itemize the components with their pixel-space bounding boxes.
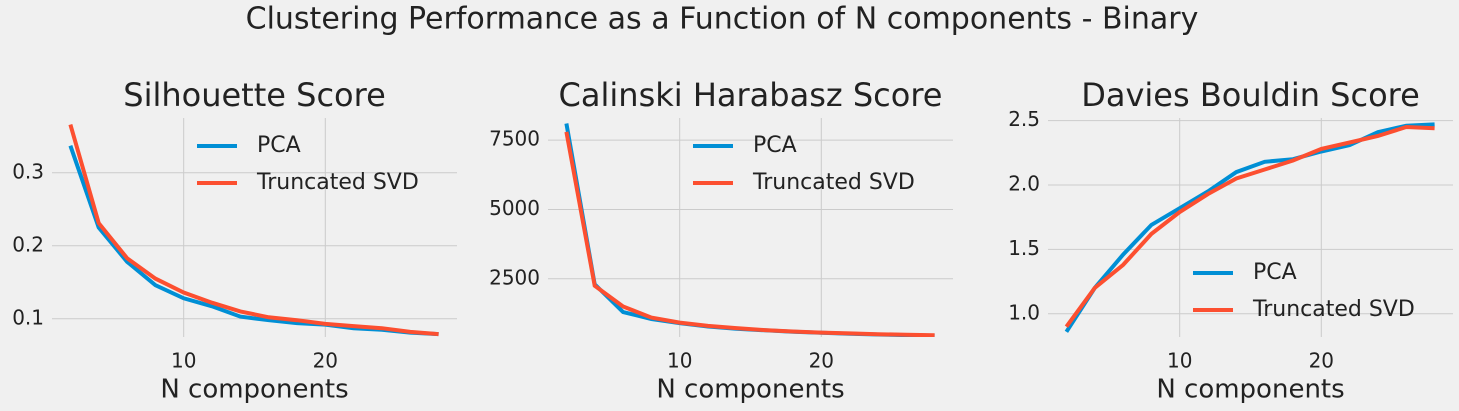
y-tick-label: 0.1 [12,305,44,329]
line-series [1064,124,1435,328]
line-series [1064,122,1435,333]
legend-label: PCA [257,133,301,158]
x-axis-label: N components [1156,375,1344,405]
subplot-title: Davies Bouldin Score [1081,76,1420,114]
y-tick-label: 2.0 [1008,171,1040,195]
y-tick-label: 0.3 [12,159,44,183]
y-tick-label: 2.5 [1008,107,1040,131]
legend-label: Truncated SVD [752,170,915,195]
figure-title: Clustering Performance as a Function of … [246,2,1199,37]
x-tick-label: 10 [667,349,692,373]
legend-label: PCA [1253,260,1297,285]
legend-label: Truncated SVD [1252,297,1415,322]
x-tick-label: 20 [313,349,338,373]
x-tick-label: 20 [1309,349,1334,373]
y-tick-label: 5000 [489,196,540,220]
legend-label: Truncated SVD [256,170,419,195]
line-series [564,131,935,337]
x-tick-label: 10 [171,349,196,373]
line-series [68,124,439,337]
y-tick-label: 7500 [489,127,540,151]
y-tick-label: 0.2 [12,232,44,256]
x-tick-label: 20 [809,349,834,373]
subplot-title: Calinski Harabasz Score [559,76,943,114]
legend-label: PCA [753,133,797,158]
subplot-title: Silhouette Score [123,76,386,114]
x-axis-label: N components [160,375,348,405]
x-axis-label: N components [656,375,844,405]
y-tick-label: 1.5 [1008,236,1040,260]
y-tick-label: 2500 [489,265,540,289]
x-tick-label: 10 [1167,349,1192,373]
y-tick-label: 1.0 [1008,300,1040,324]
